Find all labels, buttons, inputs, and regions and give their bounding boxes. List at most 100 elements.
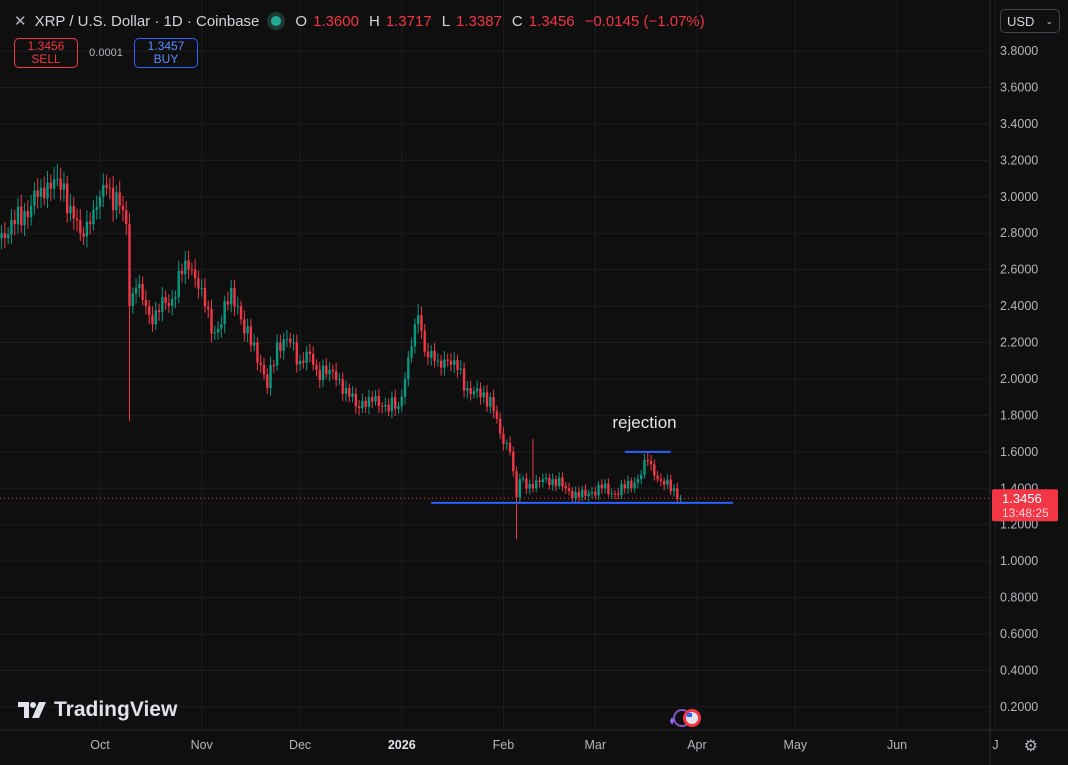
candle-body bbox=[108, 187, 112, 189]
y-tick-label: 2.0000 bbox=[1000, 372, 1038, 386]
symbol-title[interactable]: XRP / U.S. Dollar · 1D · Coinbase bbox=[34, 12, 260, 30]
candle-body bbox=[331, 369, 335, 372]
candle-body bbox=[318, 369, 321, 381]
candle-body bbox=[649, 460, 653, 465]
candle-body bbox=[230, 287, 233, 305]
candle-body bbox=[430, 350, 433, 358]
candle-body bbox=[0, 233, 3, 239]
x-tick-label: Jun bbox=[887, 738, 907, 752]
candle-body bbox=[646, 459, 649, 461]
candle-body bbox=[243, 319, 246, 334]
candle-body bbox=[636, 479, 640, 483]
candle-body bbox=[190, 269, 194, 271]
symbol-legend: ✕ XRP / U.S. Dollar · 1D · Coinbase O 1.3… bbox=[14, 12, 709, 31]
candle-body bbox=[157, 310, 161, 313]
candle-body bbox=[118, 192, 121, 206]
market-status-icon bbox=[271, 16, 282, 26]
candle-body bbox=[200, 287, 203, 289]
candle-body bbox=[420, 315, 423, 331]
high-value: 1.3717 bbox=[385, 12, 432, 30]
candle-body bbox=[203, 287, 207, 307]
candle-body bbox=[115, 192, 118, 211]
candle-body bbox=[469, 388, 472, 395]
candle-body bbox=[269, 364, 272, 389]
x-tick-label: Nov bbox=[191, 738, 214, 752]
candle-body bbox=[426, 351, 430, 358]
candle-body bbox=[462, 368, 466, 391]
candle-body bbox=[495, 411, 499, 419]
candle-body bbox=[125, 210, 128, 225]
candle-body bbox=[535, 480, 538, 489]
candle-body bbox=[226, 301, 230, 305]
candle-body bbox=[626, 480, 630, 489]
candle-body bbox=[167, 302, 171, 307]
candle-body bbox=[29, 205, 33, 218]
candle-body bbox=[387, 404, 390, 412]
candle-body bbox=[374, 396, 377, 402]
logo-text: TradingView bbox=[54, 698, 178, 721]
candle-body bbox=[197, 278, 200, 289]
candle-body bbox=[174, 297, 177, 299]
close-label: C bbox=[511, 12, 523, 30]
candle-body bbox=[256, 342, 259, 363]
rejection-annotation-text[interactable]: rejection bbox=[612, 413, 676, 432]
candle-body bbox=[82, 233, 85, 237]
candle-body bbox=[56, 178, 59, 180]
candle-body bbox=[354, 393, 358, 407]
candle-body bbox=[111, 187, 115, 211]
candle-body bbox=[436, 360, 440, 362]
candle-body bbox=[131, 293, 134, 307]
candle-body bbox=[249, 326, 253, 346]
y-tick-label: 3.0000 bbox=[1000, 190, 1038, 204]
candle-body bbox=[567, 488, 571, 491]
candle-body bbox=[285, 338, 289, 340]
currency-select[interactable]: USD ⌄ bbox=[1000, 9, 1060, 33]
candle-body bbox=[10, 219, 13, 235]
candle-body bbox=[328, 369, 331, 375]
candle-body bbox=[623, 484, 626, 489]
candle-body bbox=[482, 392, 485, 398]
candle-body bbox=[603, 483, 607, 489]
candle-body bbox=[669, 479, 672, 492]
candle-body bbox=[246, 326, 249, 334]
settings-gear-icon[interactable]: ⚙ bbox=[1023, 738, 1038, 755]
candle-body bbox=[292, 342, 295, 344]
candle-body bbox=[659, 479, 663, 481]
candle-body bbox=[236, 306, 239, 308]
candle-body bbox=[400, 396, 403, 407]
bar-countdown: 13:48:25 bbox=[1002, 506, 1049, 520]
close-icon[interactable]: ✕ bbox=[14, 13, 27, 30]
candle-body bbox=[577, 491, 581, 498]
candle-body bbox=[295, 342, 298, 365]
candle-body bbox=[95, 207, 98, 210]
candle-body bbox=[134, 287, 138, 294]
candle-body bbox=[213, 332, 216, 334]
candle-body bbox=[394, 397, 397, 409]
candle-body bbox=[13, 219, 16, 225]
candle-body bbox=[453, 360, 456, 365]
candle-body bbox=[262, 364, 266, 375]
economic-events[interactable] bbox=[664, 707, 704, 729]
candle-body bbox=[43, 187, 46, 199]
candle-body bbox=[449, 360, 453, 365]
candle-body bbox=[561, 477, 564, 487]
candle-body bbox=[666, 479, 669, 485]
candle-body bbox=[161, 296, 164, 313]
candle-body bbox=[6, 234, 10, 239]
candle-body bbox=[472, 391, 476, 395]
tradingview-logo[interactable]: TradingView bbox=[18, 698, 177, 722]
candle-body bbox=[574, 491, 577, 499]
tradingview-logo-icon bbox=[18, 702, 46, 718]
buy-price: 1.3457 bbox=[147, 39, 185, 53]
candle-body bbox=[59, 178, 62, 190]
candle-body bbox=[479, 388, 482, 398]
sell-button[interactable]: 1.3456 SELL bbox=[14, 38, 78, 68]
buy-button[interactable]: 1.3457 BUY bbox=[134, 38, 198, 68]
candle-body bbox=[144, 299, 148, 307]
candle-body bbox=[508, 442, 512, 452]
candle-body bbox=[252, 342, 256, 346]
y-tick-label: 2.6000 bbox=[1000, 263, 1038, 277]
y-tick-label: 1.2000 bbox=[1000, 518, 1038, 532]
events-icon[interactable] bbox=[664, 707, 704, 729]
